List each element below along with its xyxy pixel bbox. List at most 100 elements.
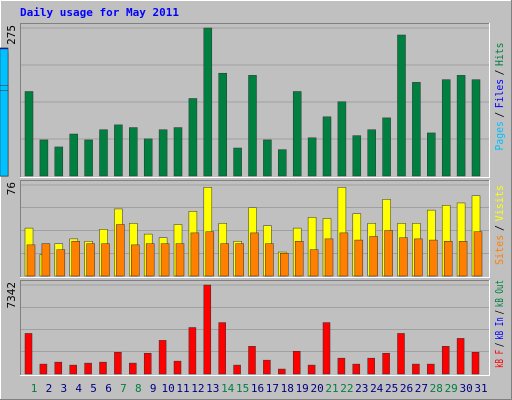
- bar: [427, 363, 435, 375]
- bar: [354, 239, 364, 277]
- bar: [143, 352, 152, 375]
- bar: [190, 232, 200, 277]
- bar: [39, 363, 48, 375]
- bar: [399, 237, 408, 277]
- bar: [0, 90, 9, 177]
- bar: [54, 146, 64, 177]
- x-tick-label: 14: [221, 382, 235, 395]
- x-tick-label: 16: [251, 382, 264, 395]
- bar: [143, 138, 153, 177]
- bar: [129, 362, 137, 375]
- bar: [173, 127, 183, 177]
- legend-entry: Visits: [493, 185, 506, 221]
- bar: [292, 91, 302, 177]
- legend-entry: Hits: [493, 43, 506, 66]
- x-tick-label: 4: [75, 382, 82, 395]
- bar: [322, 116, 332, 177]
- bar: [205, 231, 215, 277]
- bar: [173, 360, 182, 375]
- bar: [145, 243, 155, 277]
- bar: [24, 333, 33, 375]
- bar: [307, 364, 316, 375]
- bar: [101, 243, 110, 277]
- legend-separator: /: [493, 343, 506, 348]
- bar: [248, 75, 257, 177]
- bar: [382, 117, 391, 177]
- bar: [441, 79, 451, 177]
- x-tick-label: 19: [296, 382, 309, 395]
- chart-title: Daily usage for May 2011: [20, 6, 179, 19]
- bar: [265, 243, 274, 277]
- bar: [39, 139, 49, 177]
- x-tick-label: 30: [459, 382, 472, 395]
- x-tick-label: 17: [266, 382, 279, 395]
- bar: [116, 224, 125, 277]
- x-tick-label: 28: [430, 382, 443, 395]
- bar: [203, 27, 213, 177]
- x-tick-label: 3: [60, 382, 67, 395]
- bar: [429, 239, 438, 277]
- bar: [352, 363, 361, 375]
- bar: [471, 79, 481, 177]
- bar: [71, 241, 80, 277]
- x-tick-label: 13: [206, 382, 219, 395]
- x-tick-label: 12: [191, 382, 204, 395]
- x-tick-label: 15: [236, 382, 249, 395]
- bar: [278, 368, 286, 375]
- x-tick-label: 5: [90, 382, 97, 395]
- legend-entry: Sites: [493, 235, 506, 265]
- bar: [24, 91, 34, 177]
- legend-separator: /: [493, 225, 506, 231]
- bar: [26, 244, 36, 277]
- bar: [337, 101, 347, 177]
- bar: [412, 82, 421, 177]
- bar: [41, 243, 51, 277]
- x-tick-label: 25: [385, 382, 398, 395]
- legend-separator: /: [493, 70, 506, 76]
- bar: [427, 132, 436, 177]
- x-tick-label: 26: [400, 382, 413, 395]
- bar: [337, 357, 346, 375]
- bar: [382, 352, 390, 375]
- legend-separator: /: [493, 112, 506, 118]
- legend: Sites / Visits: [493, 185, 506, 265]
- bar: [339, 232, 349, 277]
- bar: [99, 361, 107, 375]
- bar: [458, 241, 468, 277]
- legend: kB F / kB In / kB Out: [493, 280, 506, 368]
- bar: [294, 241, 304, 277]
- bar: [188, 98, 198, 177]
- x-tick-label: 31: [474, 382, 487, 395]
- bar: [203, 284, 212, 375]
- x-tick-label: 7: [120, 382, 127, 395]
- x-tick-label: 11: [176, 382, 189, 395]
- bar: [367, 357, 375, 375]
- y-tick-label: 7342: [5, 282, 18, 309]
- x-tick-label: 24: [370, 382, 384, 395]
- bar: [233, 147, 242, 177]
- bar: [86, 243, 95, 277]
- bar: [250, 232, 259, 277]
- bar: [412, 363, 420, 375]
- legend-entry: Pages: [493, 121, 506, 150]
- bar: [263, 359, 271, 375]
- bar: [414, 238, 423, 277]
- bar: [235, 243, 244, 277]
- bar: [158, 129, 168, 177]
- bar: [158, 340, 167, 375]
- bar: [114, 351, 122, 375]
- bar: [278, 149, 287, 177]
- bar: [456, 338, 465, 375]
- bar: [99, 129, 108, 177]
- bar: [129, 127, 138, 177]
- bar: [218, 72, 227, 177]
- x-tick-label: 6: [105, 382, 112, 395]
- bar: [188, 327, 197, 375]
- bar: [84, 139, 93, 177]
- bar: [456, 75, 466, 177]
- x-tick-label: 9: [150, 382, 157, 395]
- bar: [218, 322, 226, 375]
- bar: [471, 351, 480, 375]
- bar: [69, 133, 78, 177]
